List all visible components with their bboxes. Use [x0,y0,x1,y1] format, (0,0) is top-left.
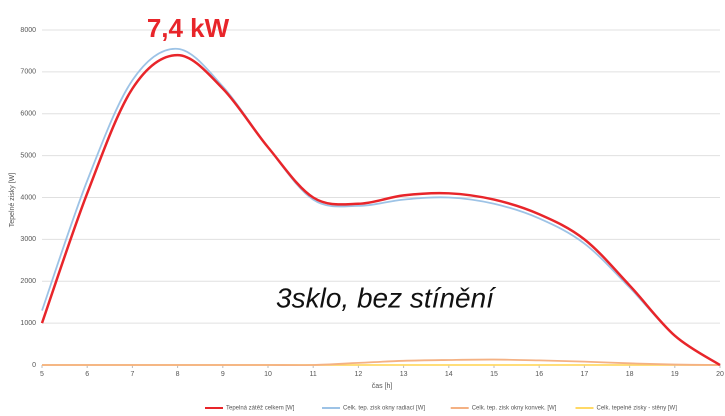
y-tick-label: 6000 [20,111,36,118]
y-tick-label: 7000 [20,69,36,76]
legend-label: Celk. tep. zisk okny konvek. [W] [472,406,557,412]
series-line [41,47,721,366]
x-tick-label: 19 [671,371,679,378]
x-tick-label: 9 [221,371,225,378]
x-tick-label: 16 [535,371,543,378]
x-tick-label: 8 [176,371,180,378]
x-tick-label: 15 [490,371,498,378]
x-tick-label: 10 [264,371,272,378]
x-tick-label: 6 [85,371,89,378]
x-tick-label: 12 [355,371,363,378]
x-tick-label: 20 [716,371,724,378]
legend-label: Celk. tepelné zisky - stěny [W] [597,406,678,412]
y-tick-label: 0 [32,362,36,369]
y-tick-label: 8000 [20,27,36,34]
y-tick-label: 2000 [20,278,36,285]
y-tick-label: 5000 [20,152,36,159]
series-line [42,358,721,367]
y-tick-label: 4000 [20,194,36,201]
x-tick-label: 18 [626,371,634,378]
plot: 0 1000 2000 3000 4000 5000 6000 7000 8000 5 6 7 8 9 10… [20,27,724,412]
y-axis-label: Tepelné zisky [W] [9,173,16,228]
x-tick-label: 7 [130,371,134,378]
legend-label: Tepelná zátěž celkem [W] [226,406,295,412]
scenario-annotation: 3sklo, bez stínění [276,282,497,313]
y-tick-label: 3000 [20,236,36,243]
series-line [40,53,721,367]
x-tick-label: 13 [400,371,408,378]
peak-annotation: 7,4 kW [147,13,230,43]
legend-label: Celk. tep. zisk okny radiací [W] [343,406,425,412]
x-tick-label: 14 [445,371,453,378]
x-tick-label: 17 [581,371,589,378]
x-tick-label: 11 [310,371,317,378]
x-axis-label: čas [h] [372,383,393,390]
x-tick-label: 5 [40,371,44,378]
y-tick-label: 1000 [20,320,36,327]
